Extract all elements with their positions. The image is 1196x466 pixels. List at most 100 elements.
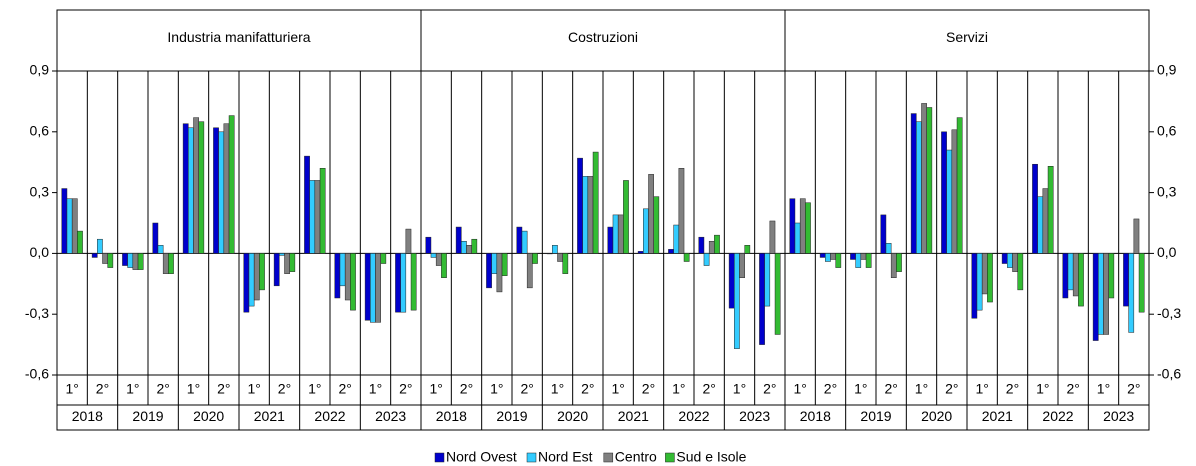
year-label: 2023 xyxy=(1103,408,1134,424)
x-tick-label: 2° xyxy=(763,381,776,397)
bar xyxy=(284,253,290,274)
bar xyxy=(926,107,933,254)
x-tick-label: 2° xyxy=(1066,381,1079,397)
bar xyxy=(739,253,745,278)
bar xyxy=(157,245,164,254)
bar xyxy=(516,226,523,254)
bar xyxy=(835,253,842,268)
bar xyxy=(1067,253,1074,291)
bar xyxy=(430,253,437,258)
bar xyxy=(501,253,508,276)
bar xyxy=(486,253,492,289)
x-tick-label: 1° xyxy=(551,381,564,397)
y2-tick-label: 0,9 xyxy=(1157,62,1177,78)
bar xyxy=(122,253,128,266)
year-label: 2018 xyxy=(436,408,467,424)
x-tick-label: 1° xyxy=(369,381,382,397)
bar xyxy=(668,249,674,254)
bar xyxy=(557,253,563,262)
x-tick-label: 1° xyxy=(247,381,260,397)
x-tick-label: 1° xyxy=(854,381,867,397)
bar xyxy=(425,236,432,254)
bar xyxy=(612,214,619,254)
x-tick-label: 1° xyxy=(733,381,746,397)
bar xyxy=(865,253,872,268)
bar xyxy=(132,253,139,270)
bar xyxy=(774,253,781,335)
x-tick-label: 2° xyxy=(581,381,594,397)
bar xyxy=(218,131,225,254)
bar xyxy=(789,198,796,254)
bar xyxy=(582,176,589,254)
bar xyxy=(435,253,442,266)
year-label: 2020 xyxy=(193,408,224,424)
bar xyxy=(71,198,78,254)
year-label: 2022 xyxy=(314,408,345,424)
legend-label: Centro xyxy=(615,449,657,465)
bar xyxy=(289,253,296,272)
bar xyxy=(1128,253,1135,333)
year-label: 2021 xyxy=(618,408,649,424)
x-tick-label: 1° xyxy=(611,381,624,397)
bar xyxy=(466,245,472,254)
bar xyxy=(461,240,467,254)
bar xyxy=(213,127,219,254)
bar xyxy=(860,253,867,260)
bar xyxy=(364,253,371,321)
bar xyxy=(521,230,528,254)
bar xyxy=(987,253,993,303)
bar xyxy=(395,253,401,313)
y-tick-label: 0,0 xyxy=(30,244,50,260)
bar xyxy=(708,240,715,254)
bar xyxy=(759,253,765,345)
bar xyxy=(587,176,594,254)
legend-label: Nord Ovest xyxy=(446,449,517,465)
x-tick-label: 1° xyxy=(975,381,988,397)
x-tick-label: 2° xyxy=(156,381,169,397)
bar xyxy=(1092,253,1099,341)
x-tick-label: 2° xyxy=(702,381,715,397)
x-tick-label: 2° xyxy=(217,381,230,397)
bar xyxy=(350,253,356,311)
bar xyxy=(971,253,978,319)
year-label: 2022 xyxy=(1042,408,1073,424)
y2-tick-label: 0,0 xyxy=(1157,244,1177,260)
bar xyxy=(455,226,462,254)
year-label: 2019 xyxy=(132,408,163,424)
bar xyxy=(855,253,862,268)
year-label: 2018 xyxy=(72,408,103,424)
legend-label: Nord Est xyxy=(538,449,593,465)
y2-tick-label: -0,6 xyxy=(1157,366,1181,382)
bar xyxy=(678,168,685,254)
bar xyxy=(344,253,351,301)
bar xyxy=(77,230,83,254)
x-tick-label: 1° xyxy=(187,381,200,397)
bar xyxy=(734,253,740,349)
year-label: 2020 xyxy=(557,408,588,424)
bar xyxy=(744,245,751,254)
bar xyxy=(890,253,897,278)
year-label: 2020 xyxy=(921,408,952,424)
x-tick-label: 2° xyxy=(96,381,109,397)
bar xyxy=(279,253,285,256)
year-label: 2021 xyxy=(254,408,285,424)
bar xyxy=(769,220,776,254)
bar xyxy=(1062,253,1069,299)
legend-swatch xyxy=(603,452,614,463)
x-tick-label: 2° xyxy=(1006,381,1019,397)
bar xyxy=(1012,253,1018,272)
bar xyxy=(764,253,771,307)
bar xyxy=(698,236,705,254)
bar xyxy=(623,180,629,254)
bar xyxy=(683,253,690,262)
bar xyxy=(61,188,68,254)
bar xyxy=(819,253,826,258)
bar xyxy=(728,253,735,309)
bar xyxy=(896,253,902,272)
bar xyxy=(334,253,341,299)
x-tick-label: 2° xyxy=(1127,381,1140,397)
bar xyxy=(830,253,836,260)
bar xyxy=(850,253,856,260)
x-tick-label: 2° xyxy=(945,381,958,397)
